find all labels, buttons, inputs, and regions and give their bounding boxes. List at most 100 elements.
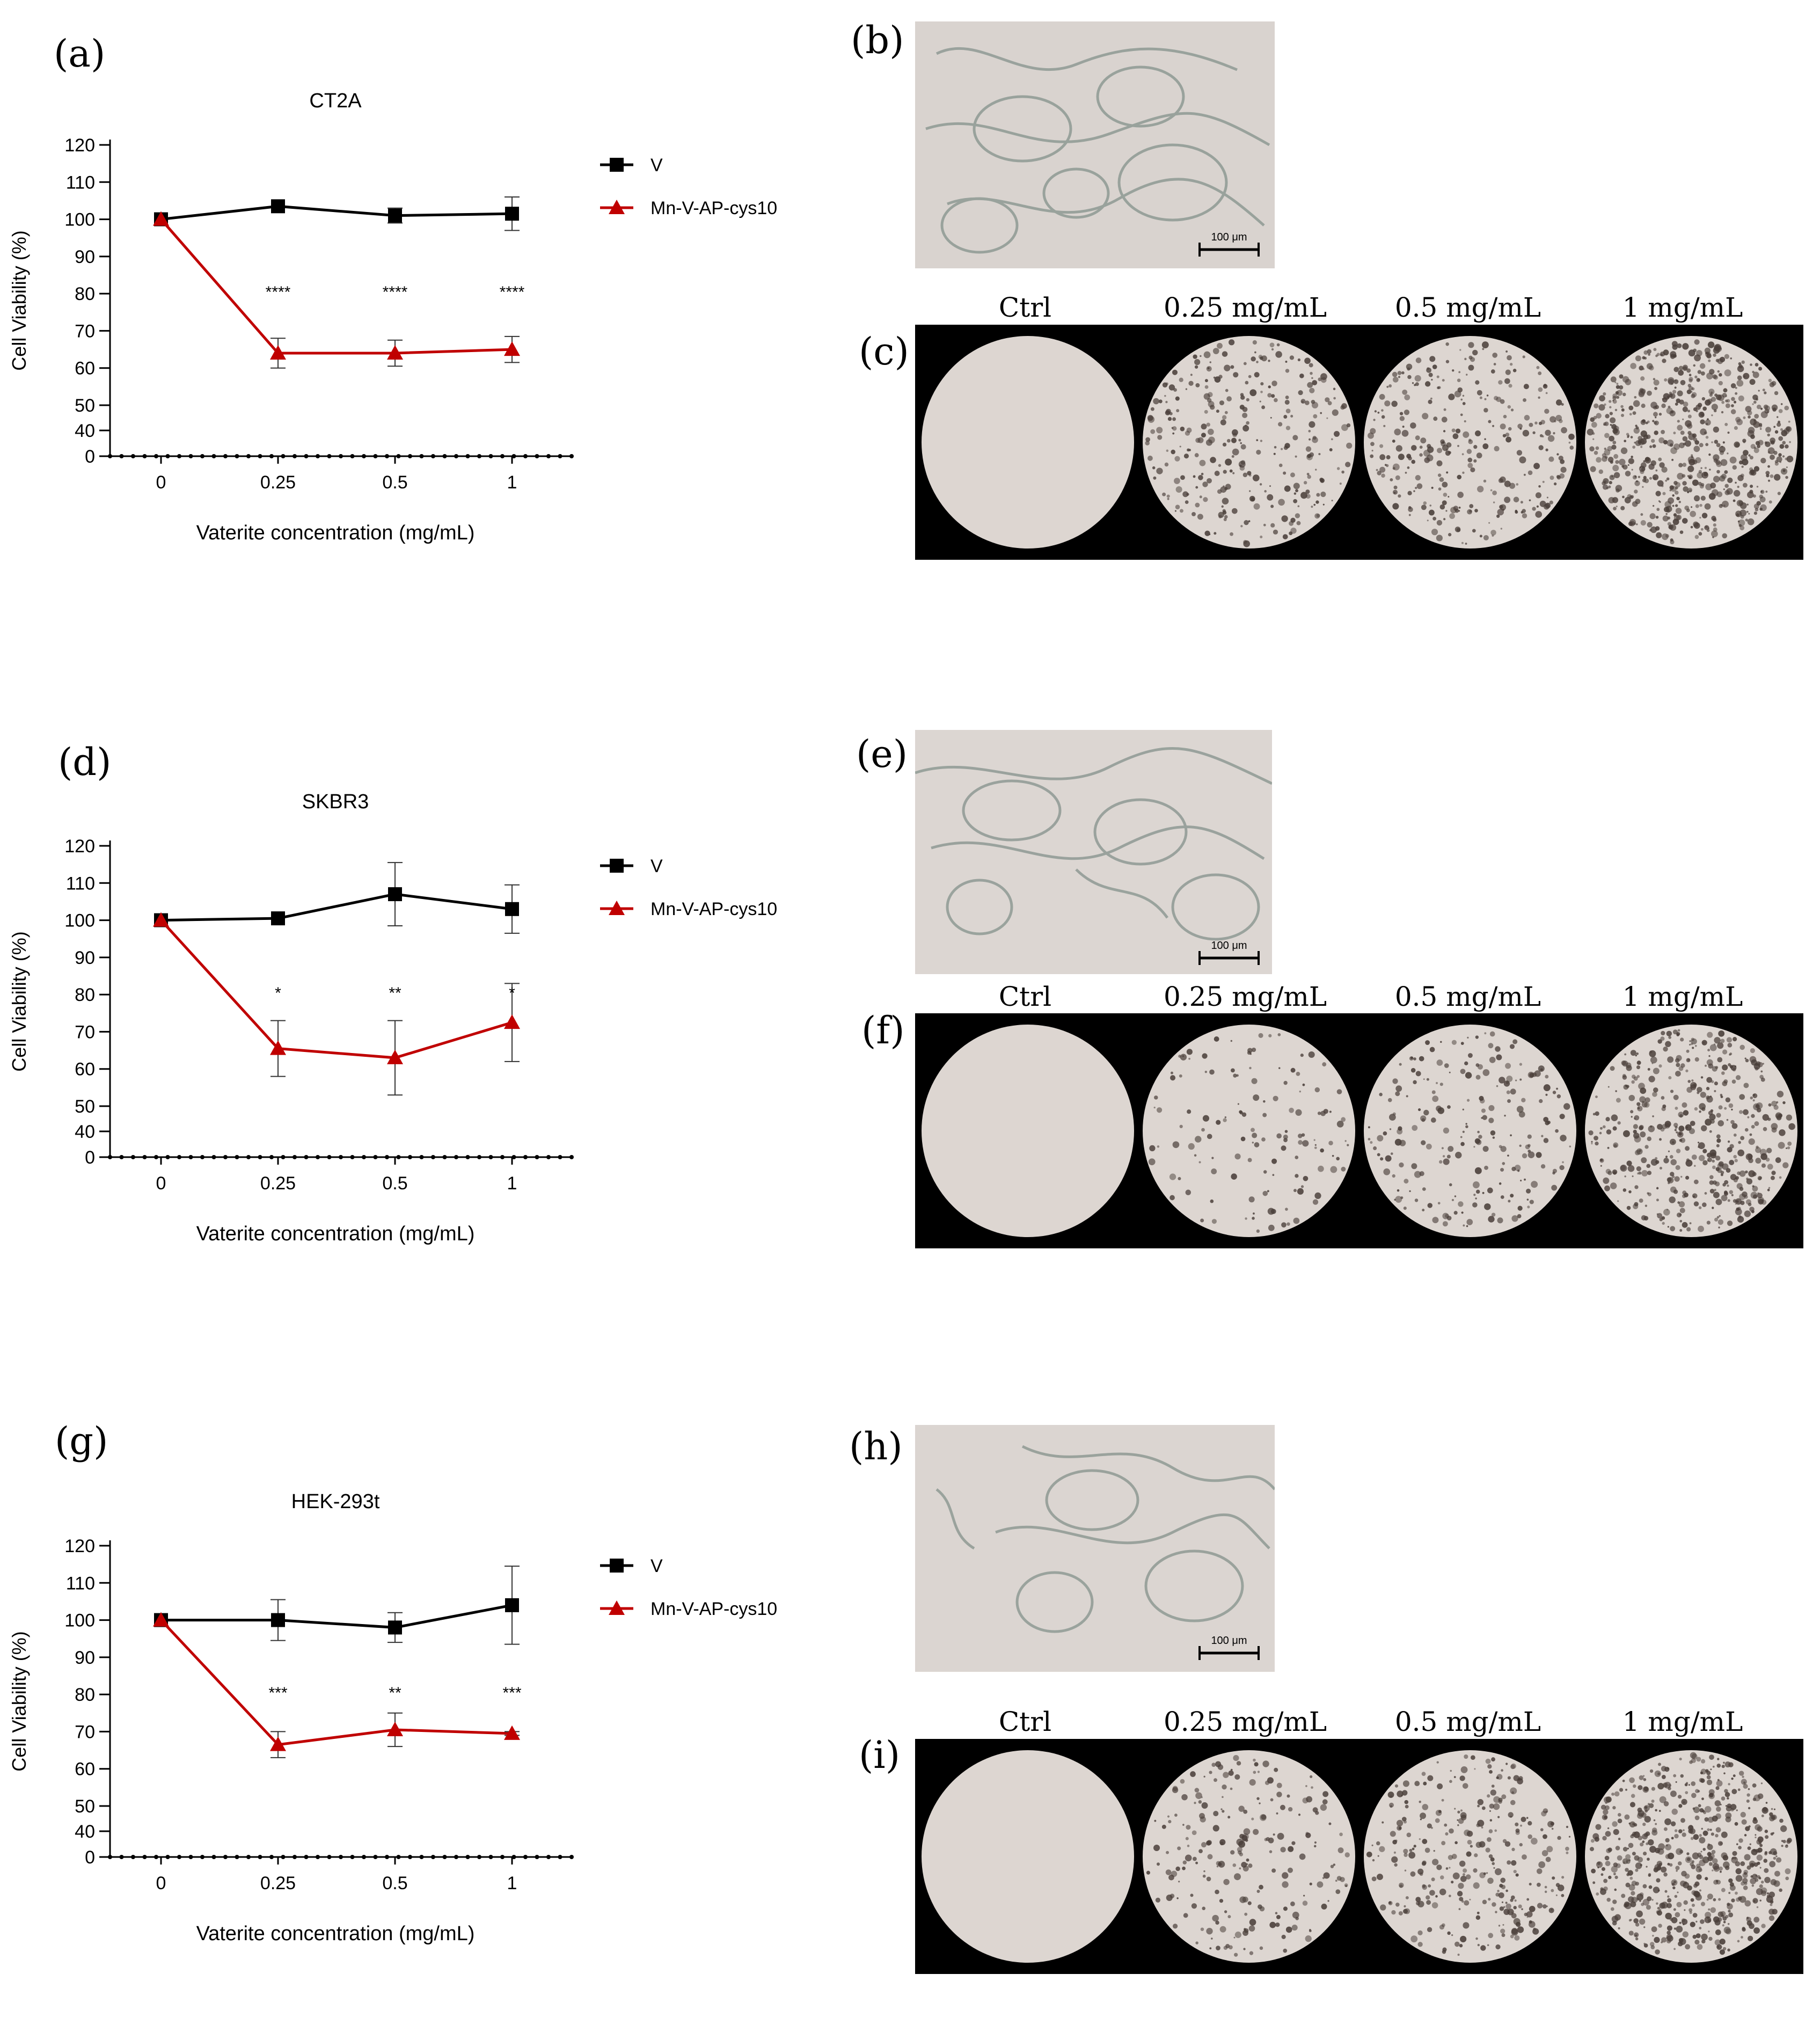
particle	[1452, 433, 1459, 440]
particle	[1657, 1849, 1660, 1852]
particle	[1647, 1839, 1654, 1846]
y-tick-label: 40	[75, 1122, 95, 1142]
x-axis-dot	[442, 454, 447, 458]
particle	[1543, 384, 1547, 387]
particle	[1310, 1775, 1313, 1778]
particle	[1527, 1134, 1532, 1139]
particle	[1750, 434, 1755, 439]
particle	[1666, 1030, 1672, 1037]
particle	[1502, 1162, 1505, 1165]
particle	[1622, 1130, 1630, 1137]
particle	[1718, 1030, 1725, 1037]
particle	[1302, 1083, 1305, 1086]
particle	[1443, 518, 1446, 521]
particle	[1736, 1809, 1738, 1811]
particle	[1673, 513, 1677, 517]
particle	[1305, 489, 1310, 494]
particle	[1298, 390, 1303, 396]
y-tick-label: 110	[66, 172, 95, 193]
particle	[1698, 1142, 1705, 1150]
x-axis-dot	[535, 1155, 539, 1159]
particle	[1292, 1911, 1299, 1919]
particle	[1467, 1036, 1469, 1039]
particle	[1764, 1877, 1771, 1883]
particle	[1525, 1144, 1530, 1150]
particle	[1557, 1836, 1561, 1840]
particle	[1587, 428, 1594, 436]
particle	[1454, 390, 1461, 398]
particle	[1674, 1829, 1678, 1832]
particle	[1491, 1757, 1495, 1762]
particle	[1239, 1867, 1241, 1870]
particle	[1779, 1176, 1782, 1179]
particle	[1634, 1150, 1640, 1156]
x-axis-dot	[119, 454, 124, 458]
particle	[1432, 1859, 1439, 1866]
particle	[1716, 1138, 1721, 1143]
particle	[1222, 1796, 1224, 1798]
particle	[1477, 1943, 1480, 1947]
x-axis-dot	[293, 1155, 297, 1159]
particle	[1740, 1136, 1745, 1140]
particle	[1589, 446, 1595, 452]
particle	[1209, 533, 1211, 536]
legend-marker	[609, 1600, 625, 1615]
particle	[1702, 1149, 1707, 1153]
particle	[1662, 1222, 1665, 1225]
particle	[1642, 1851, 1647, 1856]
particle	[1498, 1797, 1503, 1802]
particle	[1677, 343, 1682, 348]
particle	[1731, 1789, 1737, 1794]
particle	[1166, 1894, 1173, 1901]
particle	[1635, 426, 1639, 430]
particle	[1592, 1881, 1596, 1884]
particle	[1243, 540, 1251, 547]
particle	[1277, 1033, 1281, 1036]
x-axis-dot	[431, 1855, 435, 1859]
particle	[1715, 1156, 1721, 1161]
particle	[1675, 403, 1678, 406]
particle	[1442, 379, 1445, 382]
particle	[1744, 1210, 1751, 1217]
particle	[1483, 408, 1488, 413]
particle	[1708, 1789, 1715, 1795]
particle	[1724, 354, 1729, 359]
particle	[1665, 513, 1668, 515]
particle	[1153, 398, 1159, 405]
particle	[1511, 1166, 1516, 1171]
legend-marker	[609, 901, 625, 915]
particle	[1713, 1191, 1720, 1198]
particle	[1748, 1935, 1753, 1941]
particle	[1282, 534, 1288, 539]
particle	[1707, 1828, 1710, 1831]
particle	[1755, 1063, 1758, 1066]
particle	[1442, 1212, 1449, 1219]
x-tick-label: 0.25	[260, 472, 296, 493]
particle	[1678, 370, 1684, 376]
particle	[1243, 1948, 1246, 1950]
particle	[1756, 486, 1759, 488]
well-image	[1143, 1025, 1355, 1237]
particle	[1473, 1882, 1480, 1889]
particle	[1771, 1171, 1776, 1175]
particle	[1730, 1120, 1735, 1124]
particle	[1248, 520, 1251, 523]
particle	[1603, 1878, 1608, 1883]
particle	[1251, 1128, 1255, 1132]
well-label-05: 0.5 mg/mL	[1394, 292, 1541, 323]
particle	[1607, 1146, 1610, 1149]
particle	[1284, 485, 1291, 492]
particle	[1746, 1799, 1750, 1803]
particle	[1638, 1785, 1643, 1790]
particle	[1240, 393, 1244, 397]
particle	[1691, 1903, 1695, 1907]
particle	[1379, 444, 1384, 448]
particle	[1673, 432, 1676, 435]
particle	[1177, 1846, 1181, 1851]
particle	[1443, 492, 1448, 497]
particle	[1755, 1836, 1757, 1839]
particle	[1561, 1876, 1565, 1879]
particle	[1172, 417, 1176, 421]
particle	[1648, 1885, 1653, 1889]
particle	[1556, 1094, 1561, 1099]
